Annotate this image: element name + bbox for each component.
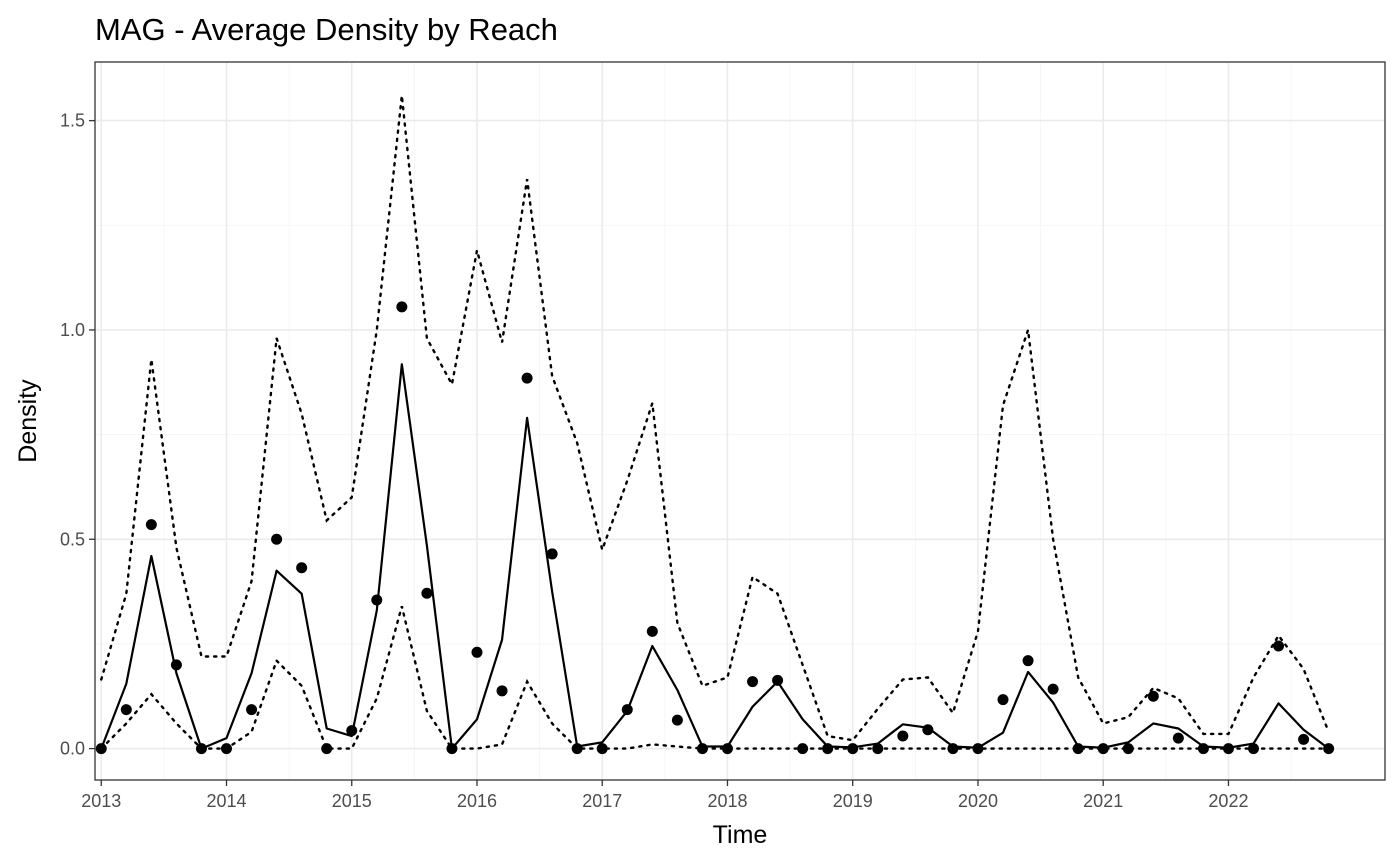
data-point — [1147, 690, 1159, 702]
data-point — [847, 743, 859, 755]
x-tick-label: 2016 — [457, 791, 497, 811]
data-point — [371, 594, 383, 606]
data-point — [1122, 743, 1134, 755]
x-tick-label: 2021 — [1083, 791, 1123, 811]
data-point — [747, 676, 759, 688]
dotted-series-line — [100, 95, 1330, 742]
data-point — [446, 743, 458, 755]
y-tick-label: 1.5 — [60, 111, 85, 131]
x-tick-label: 2018 — [707, 791, 747, 811]
data-point — [421, 587, 433, 599]
data-point — [1022, 655, 1034, 667]
series-layer — [95, 95, 1335, 755]
chart-title: MAG - Average Density by Reach — [95, 12, 558, 47]
data-point — [321, 743, 333, 755]
data-point — [396, 301, 408, 313]
data-point — [1047, 683, 1059, 695]
panel-border — [94, 61, 1386, 781]
data-point — [221, 743, 233, 755]
data-point — [721, 743, 733, 755]
data-point — [571, 743, 583, 755]
data-point — [496, 685, 508, 697]
dotted-series-line — [100, 605, 1330, 750]
data-point — [947, 743, 959, 755]
data-point — [922, 724, 934, 736]
x-tick-label: 2014 — [206, 791, 246, 811]
x-axis-title: Time — [713, 821, 768, 849]
x-tick-label: 2013 — [81, 791, 121, 811]
y-tick-label: 0.5 — [60, 529, 85, 549]
x-tick-label: 2020 — [958, 791, 998, 811]
data-point — [1072, 743, 1084, 755]
data-point — [772, 674, 784, 686]
data-point — [872, 743, 884, 755]
axes: 2013 2014 2015 2016 2017 2018 2019 2020 2021 2022… — [60, 111, 1249, 811]
data-point — [696, 743, 708, 755]
y-tick-label: 0.0 — [60, 739, 85, 759]
data-point — [1298, 733, 1310, 745]
data-point — [1222, 743, 1234, 755]
data-point — [120, 704, 132, 716]
x-tick-label: 2015 — [332, 791, 372, 811]
data-point — [596, 743, 608, 755]
data-point — [145, 519, 157, 531]
data-point — [1273, 640, 1285, 652]
data-point — [997, 694, 1009, 706]
data-point — [646, 625, 658, 637]
data-point — [621, 704, 633, 716]
data-point — [296, 562, 308, 574]
x-tick-label: 2022 — [1208, 791, 1248, 811]
data-point — [797, 743, 809, 755]
data-point — [546, 548, 558, 560]
data-point — [897, 730, 909, 742]
y-tick-label: 1.0 — [60, 320, 85, 340]
data-point — [1197, 743, 1209, 755]
data-point — [1323, 743, 1335, 755]
data-point — [822, 743, 834, 755]
data-point — [1097, 743, 1109, 755]
x-tick-label: 2019 — [833, 791, 873, 811]
data-point — [671, 714, 683, 726]
data-point — [1247, 743, 1259, 755]
data-point — [972, 743, 984, 755]
solid-series-line — [100, 363, 1330, 750]
data-point — [1172, 732, 1184, 744]
data-point — [95, 743, 107, 755]
data-point — [246, 704, 258, 716]
data-point — [346, 725, 358, 737]
data-point — [170, 659, 182, 671]
y-axis-title: Density — [14, 379, 42, 463]
data-point — [521, 372, 533, 384]
data-point — [195, 743, 207, 755]
x-tick-label: 2017 — [582, 791, 622, 811]
data-point — [271, 533, 283, 545]
grid — [95, 62, 1385, 780]
data-point — [471, 646, 483, 658]
